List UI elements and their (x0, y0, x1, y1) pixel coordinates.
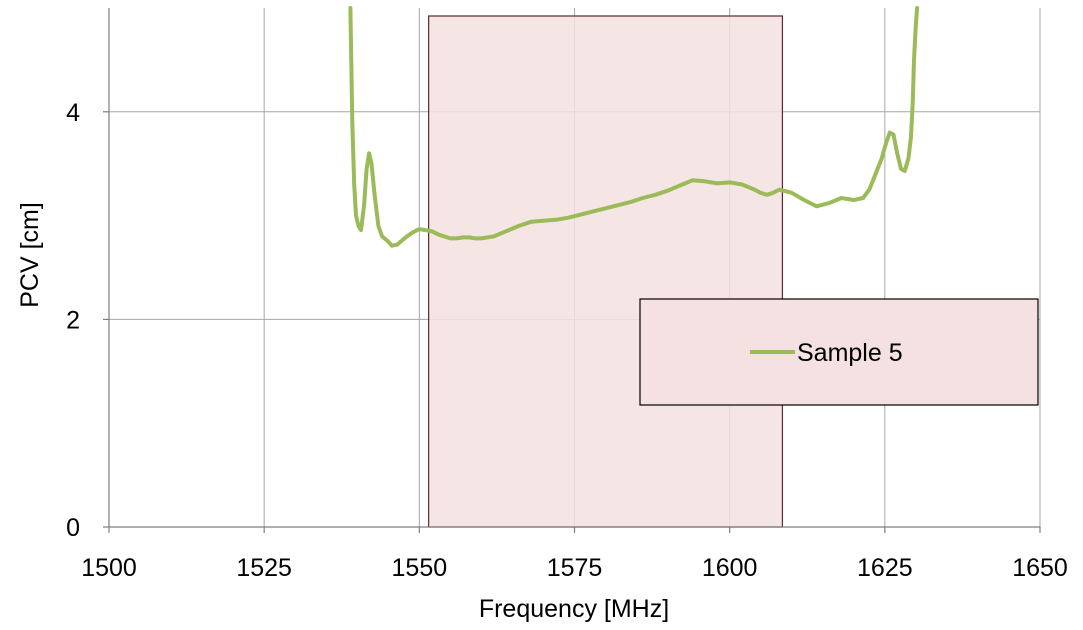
highlight-band-layer (428, 15, 784, 528)
x-tick-label-1600: 1600 (702, 554, 758, 582)
x-tick-label-1500: 1500 (81, 554, 137, 582)
x-tick-label-1625: 1625 (857, 554, 913, 582)
series-layer (348, 6, 920, 248)
y-axis-title: PCV [cm] (16, 202, 44, 308)
tick-labels: 1500 1525 1550 1575 1600 1625 1650 0 2 4 (66, 99, 1068, 582)
axes (103, 8, 1041, 533)
y-tick-label-4: 4 (66, 99, 80, 127)
x-tick-label-1550: 1550 (392, 554, 448, 582)
x-tick-label-1575: 1575 (547, 554, 603, 582)
highlight-band (428, 15, 784, 528)
series-line-sample-5 (348, 6, 920, 248)
y-tick-label-2: 2 (66, 306, 80, 334)
legend-box (639, 298, 1039, 406)
x-tick-label-1525: 1525 (236, 554, 292, 582)
legend-label-sample-5: Sample 5 (797, 339, 903, 367)
x-axis-title: Frequency [MHz] (479, 595, 669, 623)
legend: Sample 5 (639, 298, 1039, 406)
y-tick-label-0: 0 (66, 514, 80, 542)
x-tick-label-1650: 1650 (1012, 554, 1068, 582)
